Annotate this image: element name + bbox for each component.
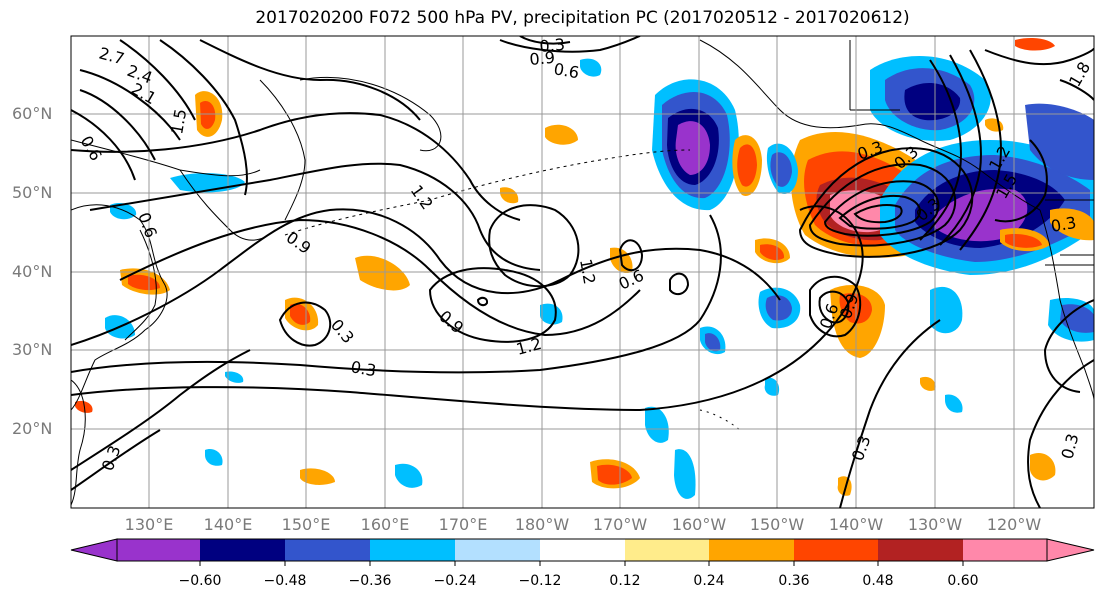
pv-contour: [839, 319, 941, 508]
pv-contour: [808, 163, 957, 247]
colorbar-upper-extension: [1046, 538, 1095, 562]
pv-contour: [838, 194, 921, 230]
pv-contour: [71, 349, 251, 471]
coastline-alaska: [699, 39, 1041, 211]
map-frame: [70, 35, 1095, 509]
pv-contour: [199, 39, 421, 121]
pv-contour: [798, 147, 974, 258]
pv-contour: [278, 301, 332, 347]
pv-contour: [818, 290, 850, 324]
lon-label: 150°W: [749, 515, 805, 534]
pv-contour: [119, 39, 196, 121]
pv-contour: [476, 296, 489, 307]
colorbar-tick-label: 0.60: [947, 573, 979, 589]
colorbar-tick-label: −0.60: [178, 573, 222, 589]
coastlines: [71, 39, 1094, 506]
lon-label: 130°W: [907, 515, 963, 534]
pv-contour: [984, 47, 1094, 66]
colorbar-tick-label: 0.48: [862, 573, 894, 589]
pv-contour: [618, 239, 644, 272]
colorbar-tick-label: −0.48: [263, 573, 307, 589]
lon-label: 140°E: [203, 515, 253, 534]
pv-contour: [89, 162, 541, 271]
map-title: 2017020200 F072 500 hPa PV, precipitatio…: [255, 8, 910, 28]
contour-label: 0.3: [539, 35, 566, 56]
pv-contour: [823, 180, 940, 237]
pv-contour: [71, 429, 161, 491]
graticule: [71, 36, 1094, 508]
lat-label: 40°N: [12, 262, 53, 281]
lat-label: 60°N: [12, 104, 53, 123]
contour-label: 0.3: [1049, 213, 1077, 236]
colorbar-lower-extension: [70, 538, 118, 562]
colorbar: [70, 538, 1095, 566]
contour-label: 0.9: [529, 48, 556, 69]
pv-contour: [1043, 299, 1094, 393]
colorbar-tick-label: 0.24: [693, 573, 725, 589]
pv-contour: [71, 208, 781, 346]
pv-contour: [428, 267, 557, 343]
pv-contour: [809, 275, 862, 338]
pv-contour: [71, 112, 521, 221]
lon-label: 120°W: [986, 515, 1042, 534]
coastline-kamchatka: [259, 79, 306, 221]
pv-contour: [994, 139, 1048, 223]
contour-label: 1.2: [576, 257, 599, 285]
pv-contour: [519, 36, 571, 45]
lon-label: 130°E: [124, 515, 174, 534]
lon-label: 170°E: [438, 515, 488, 534]
coastline-japan: [124, 229, 157, 341]
pv-contour: [79, 69, 181, 141]
lon-label: 160°E: [360, 515, 410, 534]
colorbar-tick-label: −0.36: [348, 573, 392, 589]
lon-label: 140°W: [828, 515, 884, 534]
pv-contour: [853, 204, 903, 224]
colorbar-tick-label: −0.12: [518, 573, 562, 589]
pv-contour: [499, 36, 641, 53]
contour-label: 0.3: [349, 357, 377, 380]
pv-contour: [669, 272, 690, 296]
pv-contour: [1027, 359, 1094, 508]
lon-label: 180°W: [514, 515, 570, 534]
pv-contour: [488, 204, 580, 288]
pv-contours: [71, 36, 1094, 508]
lat-label: 20°N: [12, 419, 53, 438]
pv-contour: [959, 49, 1002, 251]
pv-contour: [939, 54, 982, 246]
colorbar-tick-label: 0.12: [609, 573, 641, 589]
pv-contour: [1059, 79, 1094, 101]
pv-contour: [71, 109, 136, 181]
colorbar-tick-label: 0.36: [778, 573, 810, 589]
map-plot-area: 2.7 2.4 2.1 1.5 0.6 1.2 0.9 0.3 0.9 0.6 …: [71, 35, 1094, 508]
lat-label: 50°N: [12, 183, 53, 202]
aleutian-islands: [284, 149, 691, 236]
lat-label: 30°N: [12, 340, 53, 359]
colorbar-box: [117, 539, 157, 561]
colorbar-tick-label: −0.24: [433, 573, 477, 589]
pv-contour: [79, 89, 156, 161]
contour-label: 1.5: [167, 107, 190, 135]
contour-label: 0.6: [552, 59, 580, 82]
coastline-asia: [71, 204, 168, 411]
pv-contour: [919, 59, 962, 241]
pv-contour: [71, 214, 722, 374]
lon-label: 150°E: [281, 515, 331, 534]
pv-contour: [159, 39, 248, 196]
pv-contour: [119, 218, 641, 337]
pv-contour: [71, 205, 864, 412]
lon-label: 170°W: [592, 515, 648, 534]
lon-label: 160°W: [671, 515, 727, 534]
